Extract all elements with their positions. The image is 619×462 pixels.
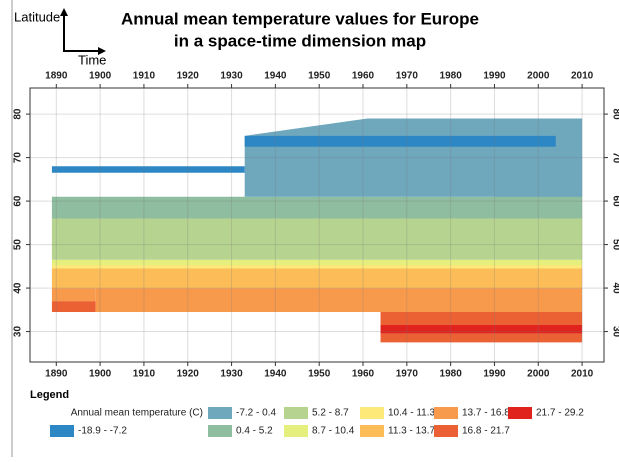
x-tick-label: 1960 bbox=[352, 71, 375, 82]
x-tick-label: 1980 bbox=[440, 71, 463, 82]
y-tick-label: 60 bbox=[610, 196, 619, 208]
x-tick-label: 1970 bbox=[396, 369, 419, 380]
x-tick-label: 1910 bbox=[133, 369, 156, 380]
x-tick-label: 1890 bbox=[45, 369, 68, 380]
x-tick-label: 1980 bbox=[440, 369, 463, 380]
x-tick-label: 1900 bbox=[89, 71, 112, 82]
y-tick-label: 70 bbox=[610, 152, 619, 164]
legend-swatch bbox=[360, 425, 384, 437]
y-tick-label: 40 bbox=[610, 283, 619, 295]
legend-swatch bbox=[208, 425, 232, 437]
x-tick-label: 1990 bbox=[483, 369, 506, 380]
y-tick-label: 50 bbox=[610, 239, 619, 251]
temperature-region bbox=[95, 288, 583, 312]
legend-subtitle: Annual mean temperature (C) bbox=[71, 408, 203, 419]
legend-label: 5.2 - 8.7 bbox=[312, 408, 349, 419]
x-tick-label: 1990 bbox=[483, 71, 506, 82]
temperature-region bbox=[51, 259, 583, 266]
x-tick-label: 1900 bbox=[89, 369, 112, 380]
x-tick-label: 1920 bbox=[177, 71, 200, 82]
y-tick-label: 30 bbox=[13, 326, 24, 338]
legend-label: 8.7 - 10.4 bbox=[312, 426, 355, 437]
legend-swatch bbox=[50, 425, 74, 437]
legend-label: 16.8 - 21.7 bbox=[462, 426, 510, 437]
legend-swatch bbox=[434, 425, 458, 437]
temperature-region bbox=[51, 265, 583, 269]
y-tick-label: 80 bbox=[610, 109, 619, 121]
chart-title: Annual mean temperature values for Europ… bbox=[121, 9, 479, 28]
x-tick-label: 1940 bbox=[264, 369, 287, 380]
legend-label: -7.2 - 0.4 bbox=[236, 408, 276, 419]
legend-swatch bbox=[208, 407, 232, 419]
legend-swatch bbox=[284, 407, 308, 419]
temperature-region bbox=[51, 301, 96, 312]
arrow-head bbox=[98, 47, 106, 55]
legend-label: 0.4 - 5.2 bbox=[236, 426, 273, 437]
legend-swatch bbox=[508, 407, 532, 419]
legend-swatch bbox=[360, 407, 384, 419]
x-tick-label: 1950 bbox=[308, 369, 331, 380]
legend-label: 13.7 - 16.8 bbox=[462, 408, 510, 419]
y-tick-label: 50 bbox=[13, 239, 24, 251]
x-tick-label: 1960 bbox=[352, 369, 375, 380]
x-tick-label: 1940 bbox=[264, 71, 287, 82]
x-tick-label: 1970 bbox=[396, 71, 419, 82]
temperature-region bbox=[51, 218, 583, 260]
arrow-head bbox=[60, 8, 68, 16]
x-tick-label: 1920 bbox=[177, 369, 200, 380]
y-tick-label: 80 bbox=[13, 108, 24, 120]
x-tick-label: 2000 bbox=[527, 71, 550, 82]
legend-title: Legend bbox=[30, 389, 69, 401]
x-tick-label: 2000 bbox=[527, 369, 550, 380]
x-tick-label: 1890 bbox=[45, 71, 68, 82]
legend-label: -18.9 - -7.2 bbox=[78, 426, 127, 437]
x-tick-label: 2010 bbox=[571, 369, 594, 380]
y-tick-label: 60 bbox=[13, 195, 24, 207]
legend-label: 11.3 - 13.7 bbox=[388, 426, 436, 437]
x-tick-label: 1930 bbox=[220, 71, 243, 82]
temperature-region bbox=[51, 268, 583, 289]
y-tick-label: 40 bbox=[13, 282, 24, 294]
legend-label: 21.7 - 29.2 bbox=[536, 408, 584, 419]
temperature-region bbox=[244, 135, 556, 147]
temperature-region bbox=[380, 333, 583, 343]
x-tick-label: 1930 bbox=[220, 369, 243, 380]
y-axis-label: Latitude bbox=[14, 9, 60, 24]
legend-label: 10.4 - 11.3 bbox=[388, 408, 436, 419]
chart-title: in a space-time dimension map bbox=[174, 31, 426, 50]
x-axis-label: Time bbox=[78, 52, 106, 67]
temperature-region bbox=[380, 325, 583, 334]
legend-swatch bbox=[434, 407, 458, 419]
legend-swatch bbox=[284, 425, 308, 437]
temperature-region bbox=[51, 153, 583, 219]
y-tick-label: 70 bbox=[13, 152, 24, 164]
temperature-region bbox=[380, 311, 583, 326]
temperature-region bbox=[51, 166, 245, 173]
y-tick-label: 30 bbox=[610, 326, 619, 338]
temperature-region bbox=[51, 288, 96, 302]
x-tick-label: 2010 bbox=[571, 71, 594, 82]
x-tick-label: 1910 bbox=[133, 71, 156, 82]
x-tick-label: 1950 bbox=[308, 71, 331, 82]
